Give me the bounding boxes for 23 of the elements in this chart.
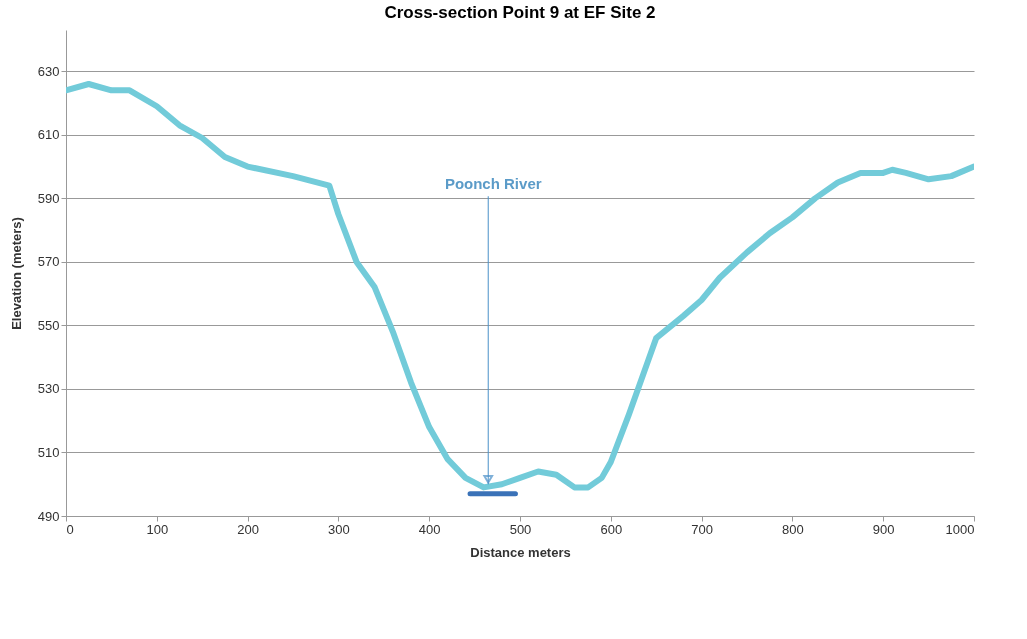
x-axis-title: Distance meters	[470, 544, 571, 560]
annotation: Poonch River	[444, 175, 542, 193]
y-tick-label: 490	[37, 508, 60, 524]
y-tick-label: 610	[37, 127, 60, 143]
y-tick-label: 570	[37, 254, 60, 270]
x-tick-label: 400	[418, 521, 441, 537]
x-tick-label: 300	[328, 521, 350, 537]
x-tick-label: 700	[691, 521, 713, 537]
x-tick-label: 900	[872, 521, 895, 537]
y-tick-label: 550	[37, 317, 60, 333]
x-tick-label: 100	[146, 521, 169, 537]
x-tick-label: 1000	[945, 521, 975, 537]
x-tick-label: 600	[600, 521, 623, 537]
chart-title: Cross-section Point 9 at EF Site 2	[384, 3, 656, 22]
y-tick-label: 510	[37, 444, 60, 460]
x-tick-label: 800	[782, 521, 804, 537]
x-tick-label: 500	[509, 521, 532, 537]
x-tick-label: 200	[237, 521, 259, 537]
y-tick-label: 590	[37, 190, 60, 206]
y-axis-title: Elevation (meters)	[8, 217, 24, 330]
x-tick-label: 0	[66, 521, 74, 537]
y-tick-label: 630	[37, 63, 60, 79]
y-tick-label: 530	[37, 381, 60, 397]
